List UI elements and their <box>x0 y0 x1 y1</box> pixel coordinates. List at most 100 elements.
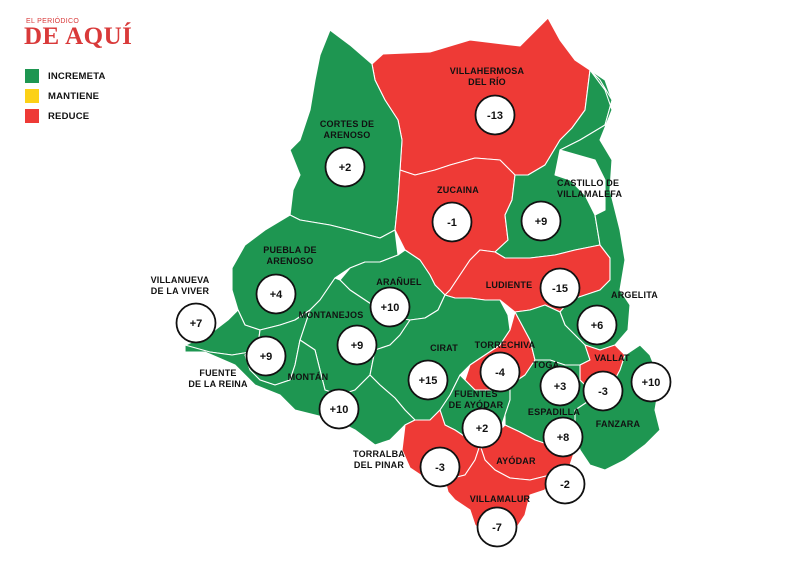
badge-torrechiva: -4 <box>479 351 521 393</box>
badge-circle <box>175 302 217 344</box>
badge-circle <box>576 304 618 346</box>
badge-villanueva: +7 <box>175 302 217 344</box>
label-line: TORRECHIVA <box>475 340 536 350</box>
badge-circle <box>431 201 473 243</box>
logo-big-text: DE AQUÍ <box>24 23 133 50</box>
label-line: ARENOSO <box>267 256 314 266</box>
logo-small-text: EL PERIÓDICO <box>26 18 80 25</box>
badge-value: +7 <box>190 318 203 330</box>
label-montan: MONTÁN <box>288 372 329 382</box>
label-line: CORTES DE <box>320 119 374 129</box>
label-line: LUDIENTE <box>486 280 533 290</box>
badge-villahermosa: -13 <box>474 94 516 136</box>
badge-value: +9 <box>351 340 364 352</box>
badge-circle <box>542 416 584 458</box>
legend-item-maintain: MANTIENE <box>25 86 106 106</box>
region-montan <box>184 339 416 446</box>
badge-value: -15 <box>552 283 568 295</box>
label-line: DE LA REINA <box>188 379 248 389</box>
label-line: TORRALBA <box>353 449 405 459</box>
badge-circle <box>520 200 562 242</box>
badge-circle <box>255 273 297 315</box>
label-line: ARGELITA <box>611 290 658 300</box>
label-line: MONTANEJOS <box>299 310 364 320</box>
badge-circle <box>630 361 672 403</box>
legend-label-reduce: REDUCE <box>48 110 90 122</box>
badge-ayodar: -2 <box>544 463 586 505</box>
badge-circle <box>476 506 518 548</box>
label-line: VILLAMALUR <box>470 494 531 504</box>
badge-circle <box>539 365 581 407</box>
label-puebla: PUEBLA DE ARENOSO <box>263 245 316 266</box>
label-fuentereina: FUENTE DE LA REINA <box>188 368 248 389</box>
label-aranuel: ARAÑUEL <box>376 277 422 287</box>
label-cirat: CIRAT <box>430 343 458 353</box>
value-badges: -13 +2 -1 +9 +4 +10 -15 +6 +7 +9 +9 +15 -4 +3 -3 +10 +10… <box>175 94 672 548</box>
badge-value: +8 <box>557 432 570 444</box>
label-fanzara: FANZARA <box>596 419 641 429</box>
badge-value: +4 <box>270 289 283 301</box>
badge-cirat: +15 <box>407 359 449 401</box>
badge-vallat: -3 <box>582 370 624 412</box>
badge-circle <box>407 359 449 401</box>
badge-value: +6 <box>591 320 604 332</box>
label-line: ZUCAINA <box>437 185 479 195</box>
badge-aranuel: +10 <box>369 286 411 328</box>
badge-circle <box>544 463 586 505</box>
legend-item-reduce: REDUCE <box>25 106 106 126</box>
label-torralba: TORRALBA DEL PINAR <box>353 449 405 470</box>
legend-label-increase: INCREMETA <box>48 70 106 82</box>
label-line: FUENTES <box>454 389 497 399</box>
label-line: DE AYÓDAR <box>449 399 504 410</box>
label-villahermosa: VILLAHERMOSA DEL RÍO <box>450 66 525 87</box>
label-ayodar: AYÓDAR <box>496 455 536 466</box>
badge-value: +10 <box>381 302 400 314</box>
label-castillo: CASTILLO DE VILLAMALEFA <box>557 178 622 199</box>
badge-montan: +10 <box>318 388 360 430</box>
label-zucaina: ZUCAINA <box>437 185 479 195</box>
badge-circle <box>419 446 461 488</box>
badge-circle <box>324 146 366 188</box>
badge-value: +15 <box>419 375 438 387</box>
legend-swatch-increase <box>25 69 39 83</box>
badge-montanejos: +9 <box>336 324 378 366</box>
label-line: VILLAMALEFA <box>557 189 622 199</box>
badge-circle <box>539 267 581 309</box>
label-vallat: VALLAT <box>594 353 630 363</box>
label-espadilla: ESPADILLA <box>528 407 580 417</box>
label-toga: TOGA <box>533 360 560 370</box>
badge-villamalur: -7 <box>476 506 518 548</box>
label-torrechiva: TORRECHIVA <box>475 340 536 350</box>
badge-circle <box>318 388 360 430</box>
badge-value: -1 <box>447 217 457 229</box>
badge-circle <box>461 407 503 449</box>
badge-toga: +3 <box>539 365 581 407</box>
badge-fanzara: +10 <box>630 361 672 403</box>
legend-swatch-reduce <box>25 109 39 123</box>
label-line: CASTILLO DE <box>557 178 619 188</box>
label-line: ARENOSO <box>324 130 371 140</box>
badge-torralba: -3 <box>419 446 461 488</box>
legend-item-increase: INCREMETA <box>25 66 106 86</box>
label-line: VILLANUEVA <box>151 275 210 285</box>
label-fuentesayodar: FUENTES DE AYÓDAR <box>449 389 504 410</box>
badge-value: -3 <box>598 386 608 398</box>
legend: INCREMETA MANTIENE REDUCE <box>25 66 106 126</box>
badge-value: +9 <box>535 216 548 228</box>
label-cortes: CORTES DE ARENOSO <box>320 119 374 140</box>
badge-circle <box>245 335 287 377</box>
label-line: FUENTE <box>199 368 236 378</box>
newspaper-logo: EL PERIÓDICO DE AQUÍ <box>24 18 132 49</box>
label-line: VILLAHERMOSA <box>450 66 525 76</box>
badge-puebla: +4 <box>255 273 297 315</box>
badge-cortes: +2 <box>324 146 366 188</box>
badge-circle <box>369 286 411 328</box>
label-line: VALLAT <box>594 353 630 363</box>
badge-circle <box>336 324 378 366</box>
legend-swatch-maintain <box>25 89 39 103</box>
label-line: MONTÁN <box>288 372 329 382</box>
badge-fuentereina: +9 <box>245 335 287 377</box>
badge-ludiente: -15 <box>539 267 581 309</box>
